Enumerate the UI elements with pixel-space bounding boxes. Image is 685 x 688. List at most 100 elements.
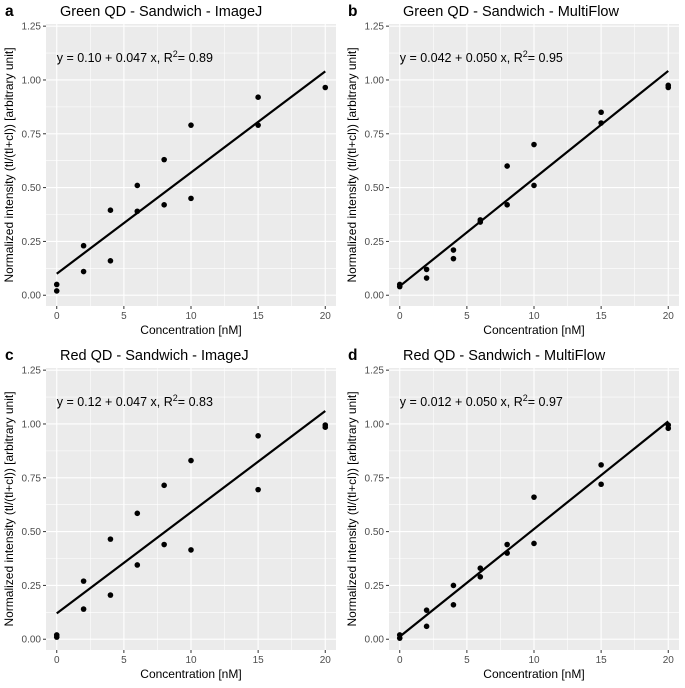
equation-superscript: 2	[173, 49, 178, 59]
data-point	[665, 82, 672, 89]
data-point	[531, 141, 537, 148]
x-tick-label: 15	[253, 655, 265, 666]
y-tick-label: 1.25	[22, 366, 42, 377]
x-tick-label: 0	[397, 311, 403, 322]
data-point	[423, 607, 430, 613]
data-point	[477, 217, 484, 223]
x-tick-label: 5	[121, 655, 127, 666]
data-point	[53, 281, 60, 288]
data-point	[107, 536, 114, 542]
data-point	[107, 257, 114, 264]
data-point	[423, 266, 430, 273]
panel-tag: c	[5, 347, 14, 364]
y-tick-label: 1.00	[365, 419, 385, 430]
y-tick-label: 1.00	[365, 75, 385, 86]
y-tick-label: 0.75	[22, 473, 42, 484]
data-point	[80, 578, 87, 584]
data-point	[322, 84, 329, 91]
panel-tag: a	[5, 3, 14, 20]
data-point	[450, 255, 457, 262]
x-axis-title: Concentration [nM]	[483, 323, 584, 337]
y-tick-label: 1.25	[22, 22, 42, 33]
x-tick-label: 10	[185, 655, 197, 666]
regression-equation: y = 0.12 + 0.047 x, R2= 0.83	[57, 393, 213, 409]
equation-prefix: y = 0.012 + 0.050 x, R	[400, 395, 523, 409]
y-tick-label: 1.25	[365, 366, 385, 377]
x-tick-label: 0	[54, 655, 60, 666]
regression-equation: y = 0.042 + 0.050 x, R2= 0.95	[400, 49, 563, 65]
data-point	[161, 202, 167, 208]
x-axis-title: Concentration [nM]	[140, 323, 241, 337]
regression-line	[399, 70, 669, 288]
data-point	[107, 592, 114, 598]
x-tick-label: 0	[54, 311, 60, 322]
panel-tag: b	[348, 3, 357, 20]
panel-title: Red QD - Sandwich - MultiFlow	[403, 348, 606, 364]
data-point	[80, 268, 87, 275]
panel-title: Red QD - Sandwich - ImageJ	[60, 348, 249, 364]
data-point	[665, 422, 672, 428]
data-point	[531, 540, 537, 547]
data-point	[107, 207, 114, 214]
y-axis-title: Normalized intensity (tl/(tl+cl)) [arbit…	[345, 47, 359, 282]
data-point	[322, 422, 329, 428]
x-tick-label: 15	[253, 311, 265, 322]
data-point	[450, 582, 457, 589]
y-tick-label: 0.50	[22, 183, 42, 194]
panel-b: 0.00 0.25 0.50 0.75 1.00 1.25 0 5 10 15 20 Concentr…	[343, 0, 685, 344]
chart-d-svg: 0.00 0.25 0.50 0.75 1.00 1.25 0 5 10 15 20 Concentr…	[345, 347, 679, 681]
x-tick-label: 15	[596, 655, 608, 666]
data-point	[477, 574, 484, 580]
y-tick-label: 0.00	[365, 291, 385, 302]
equation-suffix: = 0.95	[528, 51, 563, 65]
x-tick-label: 5	[121, 311, 127, 322]
x-axis-title: Concentration [nM]	[140, 667, 241, 681]
x-tick-label: 5	[464, 655, 470, 666]
regression-line	[56, 410, 326, 615]
x-tick-label: 20	[320, 311, 332, 322]
data-point	[598, 120, 604, 126]
y-tick-label: 1.00	[22, 419, 42, 430]
y-tick-label: 1.00	[22, 75, 42, 86]
x-tick-label: 20	[320, 655, 332, 666]
data-point	[531, 494, 537, 500]
x-axis-title: Concentration [nM]	[483, 667, 584, 681]
data-point	[188, 195, 194, 202]
data-point	[531, 182, 537, 189]
data-point	[188, 457, 194, 464]
data-point	[450, 247, 457, 253]
y-tick-label: 0.00	[22, 291, 42, 302]
x-tick-label: 0	[397, 655, 403, 666]
regression-line	[399, 420, 669, 638]
data-point	[53, 288, 60, 294]
data-point	[80, 606, 87, 612]
y-tick-label: 0.25	[365, 581, 385, 592]
data-point	[53, 632, 60, 638]
y-tick-label: 1.25	[365, 22, 385, 33]
data-point	[161, 156, 167, 163]
data-point	[504, 541, 510, 548]
data-point	[396, 632, 403, 638]
x-tick-label: 15	[596, 311, 608, 322]
chart-b-svg: 0.00 0.25 0.50 0.75 1.00 1.25 0 5 10 15 20 Concentr…	[345, 3, 679, 337]
data-point	[504, 202, 510, 208]
data-point	[598, 481, 604, 488]
data-point	[598, 109, 604, 116]
data-point	[477, 565, 484, 571]
data-point	[134, 510, 141, 517]
x-tick-label: 5	[464, 311, 470, 322]
data-point	[396, 281, 403, 288]
y-tick-label: 0.00	[22, 635, 42, 646]
data-point	[161, 541, 167, 548]
y-tick-label: 0.25	[365, 237, 385, 248]
y-tick-label: 0.50	[365, 527, 385, 538]
y-axis-title: Normalized intensity (tl/(tl+cl)) [arbit…	[345, 391, 359, 626]
data-point	[134, 208, 141, 215]
y-tick-label: 0.50	[22, 527, 42, 538]
data-point	[255, 486, 261, 493]
data-point	[504, 550, 510, 556]
data-point	[134, 562, 141, 568]
data-point	[423, 623, 430, 630]
equation-superscript: 2	[523, 49, 528, 59]
chart-c-svg: 0.00 0.25 0.50 0.75 1.00 1.25 0 5 10 15 20 Concentr…	[2, 347, 336, 681]
